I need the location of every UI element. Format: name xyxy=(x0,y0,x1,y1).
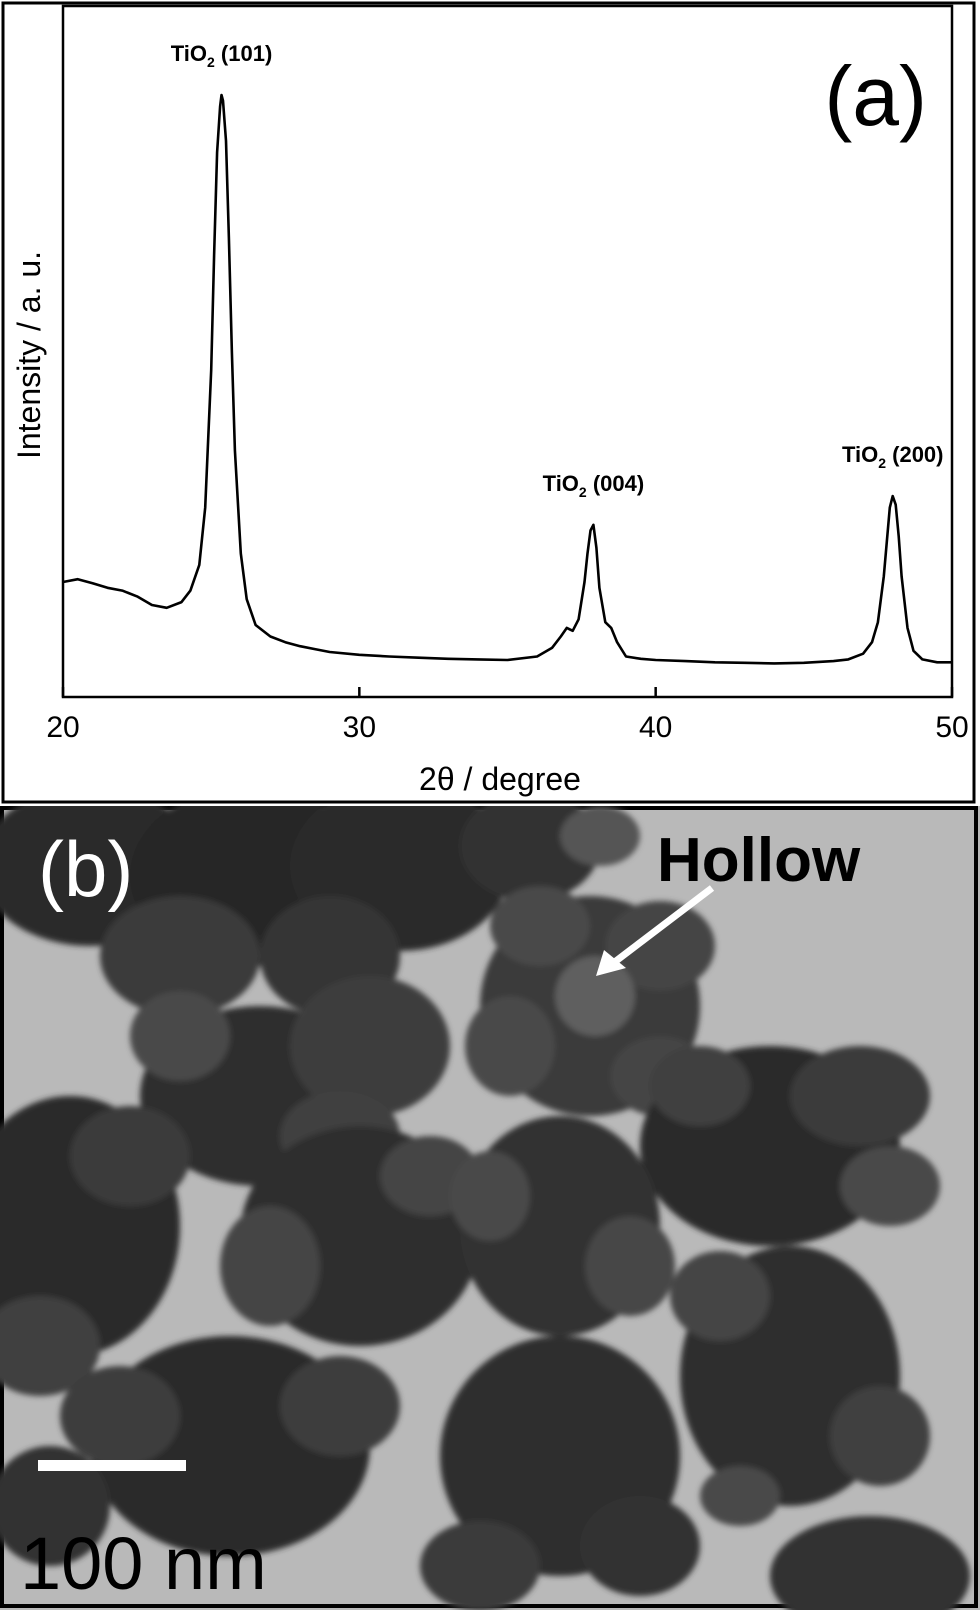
cluster-bottom-right xyxy=(770,1516,970,1615)
tem-image-panel: Hollow (b) 100 nm xyxy=(0,781,980,1615)
xrd-chart: 20 30 40 50 TiO2 (101)TiO2 (004)TiO2 (200) … xyxy=(1,1,976,804)
x-axis-label: 2θ / degree xyxy=(419,761,581,797)
plot-area-frame xyxy=(61,4,954,699)
x-tick-label: 40 xyxy=(639,711,672,744)
cluster-far-left xyxy=(0,1096,190,1396)
x-axis-tick-labels: 20 30 40 50 xyxy=(46,711,968,744)
cluster-right xyxy=(640,1046,940,1246)
cluster-center xyxy=(220,1126,480,1346)
nanoparticle-clusters xyxy=(0,781,970,1615)
hollow-arrow xyxy=(596,885,715,976)
scale-bar-label: 100 nm xyxy=(20,1522,267,1605)
xrd-series-line xyxy=(62,93,952,665)
y-axis-label: Intensity / a. u. xyxy=(11,251,47,459)
cluster-bottom-center xyxy=(420,1336,700,1611)
cluster-lower-right xyxy=(670,1246,930,1526)
x-tick-label: 20 xyxy=(46,711,79,744)
panel-a-label: (a) xyxy=(824,49,927,143)
x-tick-label: 50 xyxy=(935,711,968,744)
panel-b-label: (b) xyxy=(38,825,133,913)
x-axis-ticks xyxy=(61,687,954,697)
xrd-panel: 20 30 40 50 TiO2 (101) TiO2 (004) TiO2 (200) … xyxy=(0,0,980,806)
peak-label: TiO2 (004) xyxy=(543,471,645,500)
cluster-bottom-left xyxy=(0,1336,400,1566)
cluster-top-left xyxy=(0,781,640,1016)
peak-label: TiO2 (101) xyxy=(171,41,273,70)
hollow-label: Hollow xyxy=(657,826,861,895)
peak-annotations: TiO2 (101) TiO2 (004) TiO2 (200) xyxy=(171,41,944,500)
panel-a-frame xyxy=(1,1,976,804)
x-tick-label: 30 xyxy=(343,711,376,744)
peak-label: TiO2 (200) xyxy=(842,442,944,471)
scale-bar xyxy=(38,1460,186,1471)
cluster-center-right xyxy=(450,1116,675,1336)
tem-image: Hollow (b) 100 nm xyxy=(0,781,980,1615)
